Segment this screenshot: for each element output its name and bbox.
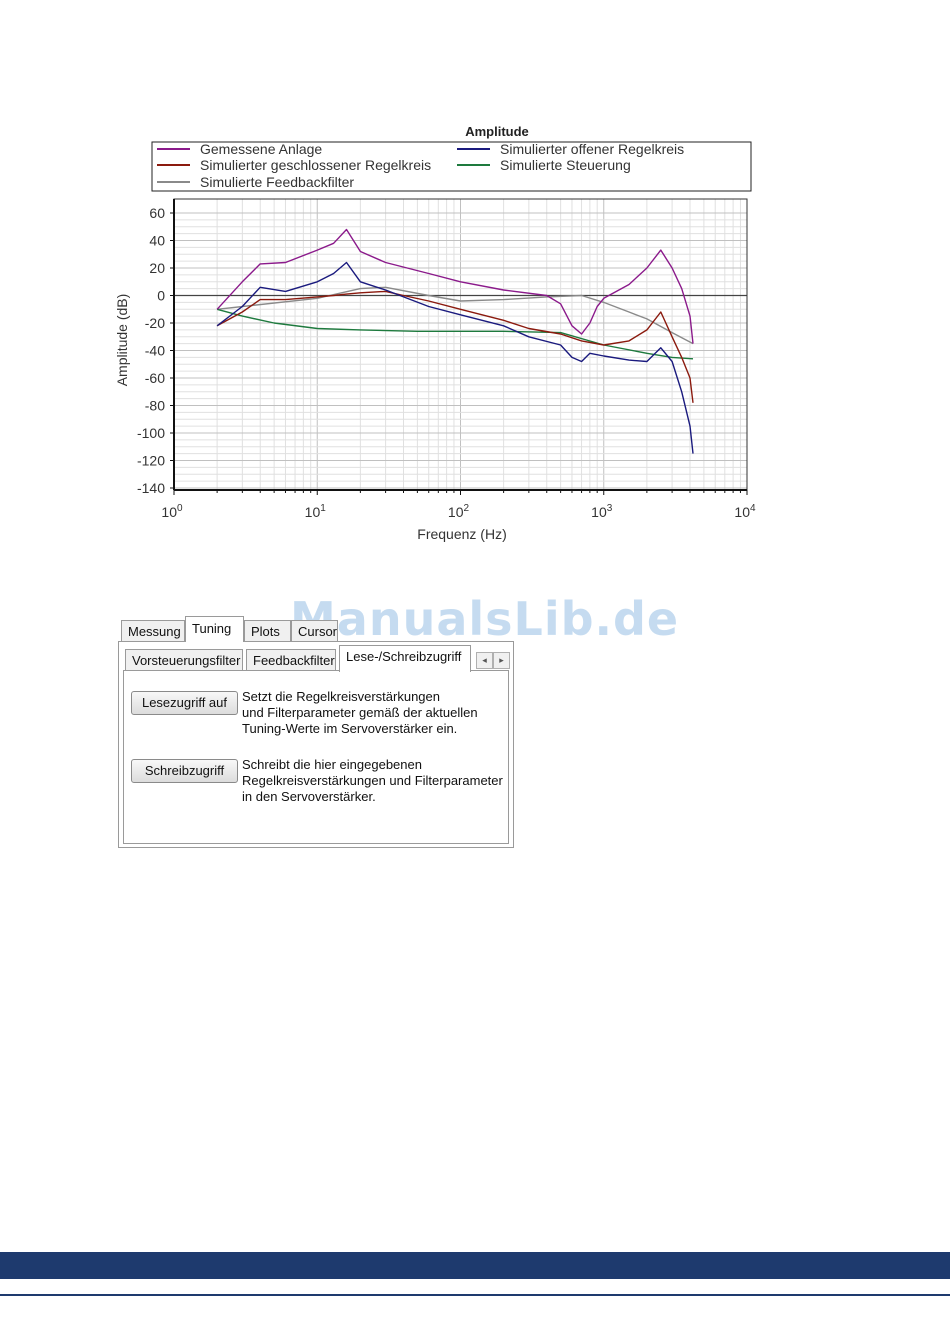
x-tick-label: 101 xyxy=(305,503,327,520)
footer-rule xyxy=(0,1294,950,1296)
legend-label-gemessene: Gemessene Anlage xyxy=(200,141,322,157)
axes: 60 40 20 0 -20 -40 -60 -80 -100 -120 -140 100 101 102… xyxy=(137,198,756,520)
scroll-left-icon[interactable]: ◂ xyxy=(476,652,493,669)
legend-label-steuerung: Simulierte Steuerung xyxy=(500,157,631,173)
subtab-vorsteuerungsfilter[interactable]: Vorsteuerungsfilter xyxy=(125,649,243,671)
watermark: ManualsLib.de xyxy=(290,592,680,646)
tab-content: Vorsteuerungsfilter Feedbackfilter Lese-… xyxy=(118,641,514,848)
series-line-4 xyxy=(217,286,694,345)
top-tab-strip: Messung Tuning Plots Cursor xyxy=(118,616,514,642)
chart-title: Amplitude xyxy=(465,124,529,139)
x-axis-label: Frequenz (Hz) xyxy=(417,526,506,542)
chart-legend: Gemessene Anlage Simulierter offener Reg… xyxy=(151,141,752,192)
legend-label-offener: Simulierter offener Regelkreis xyxy=(500,141,684,157)
y-tick-label: -20 xyxy=(145,315,165,331)
legend-label-geschlossener: Simulierter geschlossener Regelkreis xyxy=(200,157,431,173)
tab-messung[interactable]: Messung xyxy=(121,620,185,641)
series-line-3 xyxy=(216,308,694,360)
write-desc-line: Schreibt die hier eingegebenen xyxy=(242,757,422,772)
read-desc-line: Tuning-Werte im Servoverstärker ein. xyxy=(242,721,458,736)
write-desc-line: in den Servoverstärker. xyxy=(242,789,376,804)
y-tick-label: -40 xyxy=(145,343,165,359)
x-tick-label: 102 xyxy=(448,503,470,520)
y-axis-label: Amplitude (dB) xyxy=(114,294,130,387)
read-desc-line: und Filterparameter gemäß der aktuellen xyxy=(242,705,478,720)
series-line-1 xyxy=(216,261,694,454)
tuning-panel: Messung Tuning Plots Cursor Vorsteuerung… xyxy=(118,616,514,848)
write-description: Schreibt die hier eingegebenen Regelkrei… xyxy=(242,757,503,805)
sub-tab-strip: Vorsteuerungsfilter Feedbackfilter Lese-… xyxy=(125,645,513,672)
series-line-2 xyxy=(216,290,694,403)
tab-tuning[interactable]: Tuning xyxy=(185,616,244,642)
write-desc-line: Regelkreisverstärkungen und Filterparame… xyxy=(242,773,503,788)
read-access-button[interactable]: Lesezugriff auf xyxy=(131,691,238,715)
tab-plots[interactable]: Plots xyxy=(244,620,291,641)
grid xyxy=(173,199,747,490)
subtab-lese-schreibzugriff[interactable]: Lese-/Schreibzugriff xyxy=(339,645,471,672)
y-tick-label: -140 xyxy=(137,480,165,496)
scroll-right-icon[interactable]: ▸ xyxy=(493,652,510,669)
footer-band xyxy=(0,1252,950,1279)
series-line-0 xyxy=(216,228,694,344)
read-write-pane: Lesezugriff auf Setzt die Regelkreisvers… xyxy=(123,670,509,844)
y-tick-label: 0 xyxy=(157,288,165,304)
series-lines xyxy=(216,228,694,454)
subtab-feedbackfilter[interactable]: Feedbackfilter xyxy=(246,649,336,671)
y-tick-label: 20 xyxy=(149,260,165,276)
tab-cursor[interactable]: Cursor xyxy=(291,620,338,641)
x-tick-label: 100 xyxy=(161,503,183,520)
y-tick-label: -120 xyxy=(137,453,165,469)
y-tick-label: -80 xyxy=(145,398,165,414)
y-tick-label: 60 xyxy=(149,205,165,221)
read-description: Setzt die Regelkreisverstärkungen und Fi… xyxy=(242,689,478,737)
y-tick-label: -60 xyxy=(145,370,165,386)
legend-label-feedbackfilter: Simulierte Feedbackfilter xyxy=(200,174,354,190)
read-desc-line: Setzt die Regelkreisverstärkungen xyxy=(242,689,440,704)
x-tick-label: 104 xyxy=(734,503,756,520)
write-access-button[interactable]: Schreibzugriff xyxy=(131,759,238,783)
y-tick-label: -100 xyxy=(137,425,165,441)
amplitude-chart: Amplitude Gemessene Anlage Simulierter o… xyxy=(114,124,756,542)
y-tick-label: 40 xyxy=(149,233,165,249)
x-tick-label: 103 xyxy=(591,503,613,520)
